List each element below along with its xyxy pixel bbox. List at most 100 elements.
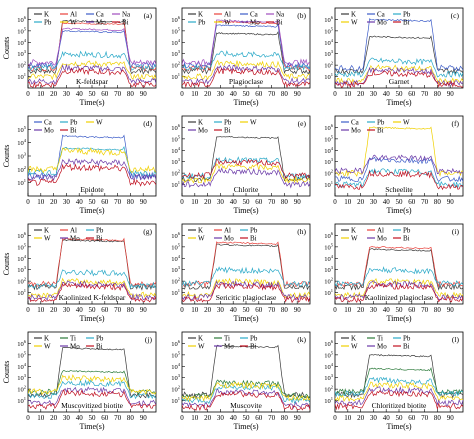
- panel-h: 101 102 103 104 105 106 0 10 20 30 40 50 60 70 80 90 Tim…: [171, 223, 311, 323]
- series-line-Bi: [28, 67, 156, 88]
- y-tick-label: 104: [17, 38, 27, 47]
- x-tick-label: 40: [383, 198, 391, 206]
- panel-letter: (c): [451, 11, 460, 20]
- x-tick-label: 0: [180, 90, 184, 98]
- x-tick-label: 90: [140, 414, 148, 422]
- series-line-K: [335, 248, 463, 291]
- plot-frame: [27, 223, 157, 305]
- x-tick-label: 80: [127, 414, 135, 422]
- x-tick-label: 0: [26, 198, 30, 206]
- x-tick-label: 50: [243, 90, 251, 98]
- legend-label: Mo: [377, 343, 387, 351]
- legend-label: Ti: [224, 335, 230, 343]
- x-tick-label: 80: [281, 414, 289, 422]
- plot-frame: [334, 223, 464, 305]
- x-tick-label: 40: [76, 414, 84, 422]
- y-tick-label: 102: [171, 277, 180, 286]
- x-tick-label: 90: [447, 90, 455, 98]
- x-tick-label: 10: [37, 306, 45, 314]
- y-tick-label: 105: [17, 242, 27, 251]
- legend-label: W: [351, 235, 358, 243]
- mineral-label: Plagioclase: [229, 77, 264, 86]
- x-tick-label: 50: [89, 90, 97, 98]
- y-tick-label: 106: [324, 339, 334, 348]
- y-tick-label: 105: [324, 242, 334, 251]
- panel-d: 101 102 103 104 105 0 10 20 30 40 50 60 70 80 90 Time(s…: [2, 115, 157, 215]
- x-tick-label: 10: [191, 198, 199, 206]
- y-tick-label: 102: [171, 169, 180, 178]
- mineral-label: Muscovite: [230, 401, 262, 410]
- x-tick-label: 90: [447, 198, 455, 206]
- legend-label: Mo: [377, 19, 387, 27]
- x-tick-label: 40: [76, 90, 84, 98]
- y-tick-label: 102: [324, 61, 333, 70]
- legend-label: W: [351, 19, 358, 27]
- y-tick-label: 103: [17, 373, 27, 382]
- series-line-Pb: [182, 384, 310, 405]
- y-tick-label: 102: [171, 385, 180, 394]
- y-tick-label: 106: [324, 123, 334, 132]
- x-tick-label: 80: [127, 306, 135, 314]
- legend-label: Pb: [44, 19, 52, 27]
- series-line-Mo: [182, 388, 310, 409]
- legend-label: Ca: [250, 11, 259, 19]
- x-tick-label: 50: [89, 414, 97, 422]
- y-axis-label: Counts: [2, 145, 11, 168]
- series-line-Bi: [182, 390, 310, 411]
- y-tick-label: 104: [324, 146, 334, 155]
- x-tick-label: 30: [63, 306, 71, 314]
- x-tick-label: 20: [50, 90, 58, 98]
- legend-label: Bi: [377, 127, 384, 135]
- series-group: [28, 134, 156, 187]
- y-tick-label: 104: [324, 254, 334, 263]
- y-tick-label: 106: [171, 123, 181, 132]
- x-tick-label: 20: [357, 90, 365, 98]
- series-group: [182, 344, 310, 411]
- series-line-W: [182, 163, 310, 184]
- series-line-Ca: [335, 18, 463, 72]
- x-tick-label: 50: [243, 414, 251, 422]
- legend-label: W: [250, 119, 257, 127]
- legend-label: Al: [70, 227, 77, 235]
- series-line-Pb: [28, 269, 156, 290]
- y-tick-label: 101: [171, 288, 180, 297]
- x-tick-label: 0: [26, 90, 30, 98]
- legend-label: K: [44, 11, 49, 19]
- x-tick-label: 90: [140, 198, 148, 206]
- y-tick-label: 102: [17, 277, 26, 286]
- series-line-Al: [182, 20, 310, 72]
- y-tick-label: 103: [171, 373, 181, 382]
- legend-label: W: [351, 343, 358, 351]
- x-tick-label: 60: [255, 90, 263, 98]
- y-tick-label: 104: [324, 38, 334, 47]
- legend-label: Bi: [250, 235, 257, 243]
- y-tick-label: 101: [17, 72, 26, 81]
- x-tick-label: 30: [63, 90, 71, 98]
- x-tick-label: 10: [344, 198, 352, 206]
- series-line-W: [28, 277, 156, 299]
- x-tick-label: 50: [396, 306, 404, 314]
- y-tick-label: 101: [324, 72, 333, 81]
- y-tick-label: 101: [17, 396, 26, 405]
- y-tick-label: 102: [324, 277, 333, 286]
- legend-label: Bi: [122, 19, 129, 27]
- y-tick-label: 105: [324, 134, 334, 143]
- x-tick-label: 60: [101, 198, 109, 206]
- panel-f: 101 102 103 104 105 106 0 10 20 30 40 50 60 70 80 90 Tim…: [324, 115, 464, 215]
- x-tick-label: 90: [140, 306, 148, 314]
- mineral-label: Chlorite: [234, 185, 259, 194]
- legend-label: Mo: [224, 235, 234, 243]
- x-tick-label: 0: [26, 306, 30, 314]
- y-tick-label: 103: [324, 157, 334, 166]
- series-line-Bi: [182, 282, 310, 304]
- x-tick-label: 20: [204, 198, 212, 206]
- x-tick-label: 20: [204, 414, 212, 422]
- mineral-label: Kaolinized plagioclase: [365, 293, 434, 302]
- legend-label: Ca: [96, 11, 105, 19]
- legend-label: Al: [224, 11, 231, 19]
- y-tick-label: 104: [324, 362, 334, 371]
- legend-label: Mo: [44, 127, 54, 135]
- series-line-Mo: [182, 167, 310, 189]
- x-tick-label: 90: [447, 414, 455, 422]
- series-line-W: [335, 278, 463, 299]
